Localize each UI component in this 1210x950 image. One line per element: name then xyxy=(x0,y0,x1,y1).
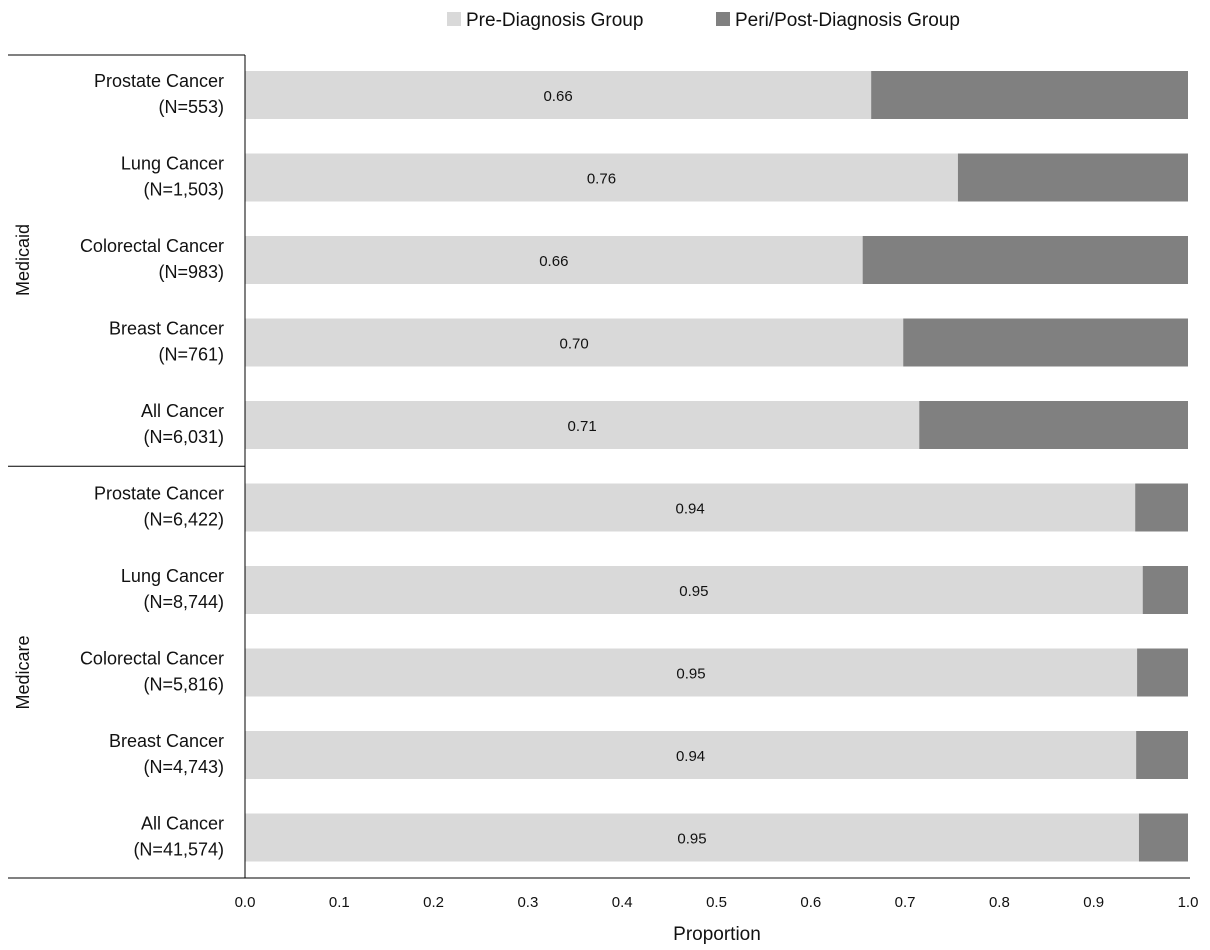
category-label-9-line2: (N=41,574) xyxy=(133,840,224,860)
bar-peri-post-6 xyxy=(1142,566,1188,614)
x-tick-label-6: 0.6 xyxy=(800,894,821,911)
bar-peri-post-5 xyxy=(1135,483,1188,532)
bar-peri-post-7 xyxy=(1137,648,1188,697)
bar-pre-2 xyxy=(245,236,863,284)
data-label-2: 0.66 xyxy=(539,253,568,270)
category-label-1-line2: (N=1,503) xyxy=(143,180,224,200)
x-tick-label-3: 0.3 xyxy=(517,894,538,911)
x-tick-label-5: 0.5 xyxy=(706,894,727,911)
plot-area: 0.66 Prostate Cancer (N=553) 0.76 Lung Cance… xyxy=(8,54,1199,911)
bar-pre-7 xyxy=(245,648,1138,697)
x-tick-label-4: 0.4 xyxy=(612,894,633,911)
category-label-0-line1: Prostate Cancer xyxy=(94,71,224,91)
bar-peri-post-0 xyxy=(871,71,1188,119)
group-label-medicare: Medicare xyxy=(13,635,33,709)
x-tick-label-8: 0.8 xyxy=(989,894,1010,911)
x-tick-label-7: 0.7 xyxy=(895,894,916,911)
bar-pre-1 xyxy=(245,153,958,202)
category-label-4-line2: (N=6,031) xyxy=(143,427,224,447)
bar-pre-5 xyxy=(245,483,1136,532)
data-label-8: 0.94 xyxy=(676,748,705,765)
x-tick-label-2: 0.2 xyxy=(423,894,444,911)
category-label-8-line2: (N=4,743) xyxy=(143,757,224,777)
legend: Pre-Diagnosis Group Peri/Post-Diagnosis … xyxy=(447,10,960,31)
bar-pre-0 xyxy=(245,71,872,119)
bar-peri-post-2 xyxy=(862,236,1188,284)
data-label-6: 0.95 xyxy=(679,583,708,600)
category-label-2-line2: (N=983) xyxy=(158,262,224,282)
data-label-9: 0.95 xyxy=(677,831,706,848)
x-tick-label-10: 1.0 xyxy=(1178,894,1199,911)
category-label-3-line1: Breast Cancer xyxy=(109,319,224,339)
data-label-0: 0.66 xyxy=(543,88,572,105)
bar-peri-post-1 xyxy=(957,153,1188,202)
category-label-5-line1: Prostate Cancer xyxy=(94,484,224,504)
x-tick-label-1: 0.1 xyxy=(329,894,350,911)
x-axis-label: Proportion xyxy=(673,924,761,945)
category-label-5-line2: (N=6,422) xyxy=(143,510,224,530)
data-label-7: 0.95 xyxy=(676,666,705,683)
x-tick-label-9: 0.9 xyxy=(1083,894,1104,911)
bar-pre-4 xyxy=(245,401,920,449)
bar-peri-post-9 xyxy=(1138,813,1188,862)
category-label-8-line1: Breast Cancer xyxy=(109,731,224,751)
category-label-7-line2: (N=5,816) xyxy=(143,675,224,695)
legend-label-pre-diagnosis: Pre-Diagnosis Group xyxy=(466,10,643,31)
category-label-3-line2: (N=761) xyxy=(158,345,224,365)
category-label-0-line2: (N=553) xyxy=(158,97,224,117)
bar-pre-8 xyxy=(245,731,1137,779)
data-label-1: 0.76 xyxy=(587,171,616,188)
legend-swatch-peri-post-diagnosis xyxy=(716,12,730,26)
legend-label-peri-post-diagnosis: Peri/Post-Diagnosis Group xyxy=(735,10,960,31)
bar-peri-post-4 xyxy=(919,401,1188,449)
group-label-medicaid: Medicaid xyxy=(13,224,33,296)
category-label-4-line1: All Cancer xyxy=(141,401,224,421)
legend-swatch-pre-diagnosis xyxy=(447,12,461,26)
data-label-4: 0.71 xyxy=(568,418,597,435)
bar-peri-post-3 xyxy=(903,318,1188,367)
data-label-3: 0.70 xyxy=(560,336,589,353)
category-label-7-line1: Colorectal Cancer xyxy=(80,649,224,669)
category-label-1-line1: Lung Cancer xyxy=(121,154,224,174)
bar-pre-6 xyxy=(245,566,1143,614)
category-label-6-line2: (N=8,744) xyxy=(143,592,224,612)
bar-pre-9 xyxy=(245,813,1139,862)
bar-pre-3 xyxy=(245,318,904,367)
category-label-6-line1: Lung Cancer xyxy=(121,566,224,586)
category-label-2-line1: Colorectal Cancer xyxy=(80,236,224,256)
bar-peri-post-8 xyxy=(1136,731,1188,779)
data-label-5: 0.94 xyxy=(675,501,704,518)
x-tick-label-0: 0.0 xyxy=(235,894,256,911)
category-label-9-line1: All Cancer xyxy=(141,814,224,834)
